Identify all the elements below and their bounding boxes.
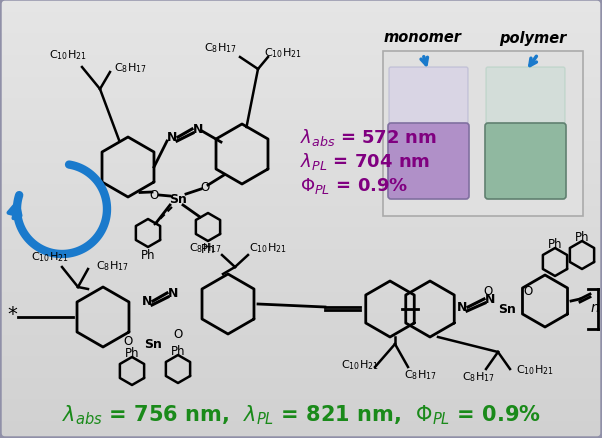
Text: monomer: monomer [384,30,462,46]
Text: O: O [149,189,158,202]
Text: C$_{10}$H$_{21}$: C$_{10}$H$_{21}$ [49,48,87,62]
Text: $\lambda_{abs}$ = 756 nm,  $\lambda_{PL}$ = 821 nm,  $\Phi_{PL}$ = 0.9%: $\lambda_{abs}$ = 756 nm, $\lambda_{PL}$… [61,402,541,426]
Text: n: n [591,300,600,314]
Text: Ph: Ph [141,249,155,262]
Text: Ph: Ph [125,347,139,360]
Text: N: N [168,287,178,300]
Text: C$_{8}$H$_{17}$: C$_{8}$H$_{17}$ [203,41,237,55]
FancyBboxPatch shape [486,68,565,137]
Text: O: O [173,328,182,341]
Text: Ph: Ph [171,345,185,358]
Text: C$_{10}$H$_{21}$: C$_{10}$H$_{21}$ [264,46,302,60]
FancyBboxPatch shape [388,124,469,200]
Text: Ph: Ph [200,243,216,256]
Text: Sn: Sn [144,338,162,351]
Text: N: N [193,123,203,136]
Text: *: * [7,305,17,324]
FancyBboxPatch shape [383,52,583,216]
Text: $\lambda_{PL}$ = 704 nm: $\lambda_{PL}$ = 704 nm [300,151,430,172]
Text: O: O [123,335,132,348]
Text: Ph: Ph [575,231,589,244]
Text: C$_{10}$H$_{21}$: C$_{10}$H$_{21}$ [516,362,554,376]
Text: Ph: Ph [548,238,562,251]
Text: N: N [142,295,152,308]
Text: C$_{8}$H$_{17}$: C$_{8}$H$_{17}$ [188,240,222,254]
Text: $\Phi_{PL}$ = 0.9%: $\Phi_{PL}$ = 0.9% [300,176,409,195]
Text: C$_{8}$H$_{17}$: C$_{8}$H$_{17}$ [462,369,494,383]
Text: O: O [483,285,492,298]
Text: N: N [485,293,495,306]
Text: C$_{8}$H$_{17}$: C$_{8}$H$_{17}$ [114,61,146,75]
FancyBboxPatch shape [389,68,468,137]
Text: C$_{10}$H$_{21}$: C$_{10}$H$_{21}$ [341,357,379,371]
Text: O: O [200,181,209,194]
Text: C$_{10}$H$_{21}$: C$_{10}$H$_{21}$ [31,250,69,263]
Text: Sn: Sn [169,193,187,206]
FancyBboxPatch shape [485,124,566,200]
Text: polymer: polymer [499,30,566,46]
Text: C$_{8}$H$_{17}$: C$_{8}$H$_{17}$ [403,367,436,381]
Text: $\lambda_{abs}$ = 572 nm: $\lambda_{abs}$ = 572 nm [300,127,437,148]
Text: Sn: Sn [498,303,516,316]
Text: C$_{10}$H$_{21}$: C$_{10}$H$_{21}$ [249,240,287,254]
Text: C$_{8}$H$_{17}$: C$_{8}$H$_{17}$ [96,258,128,272]
Text: N: N [167,131,177,144]
Text: N: N [457,301,467,314]
Text: O: O [523,285,533,298]
